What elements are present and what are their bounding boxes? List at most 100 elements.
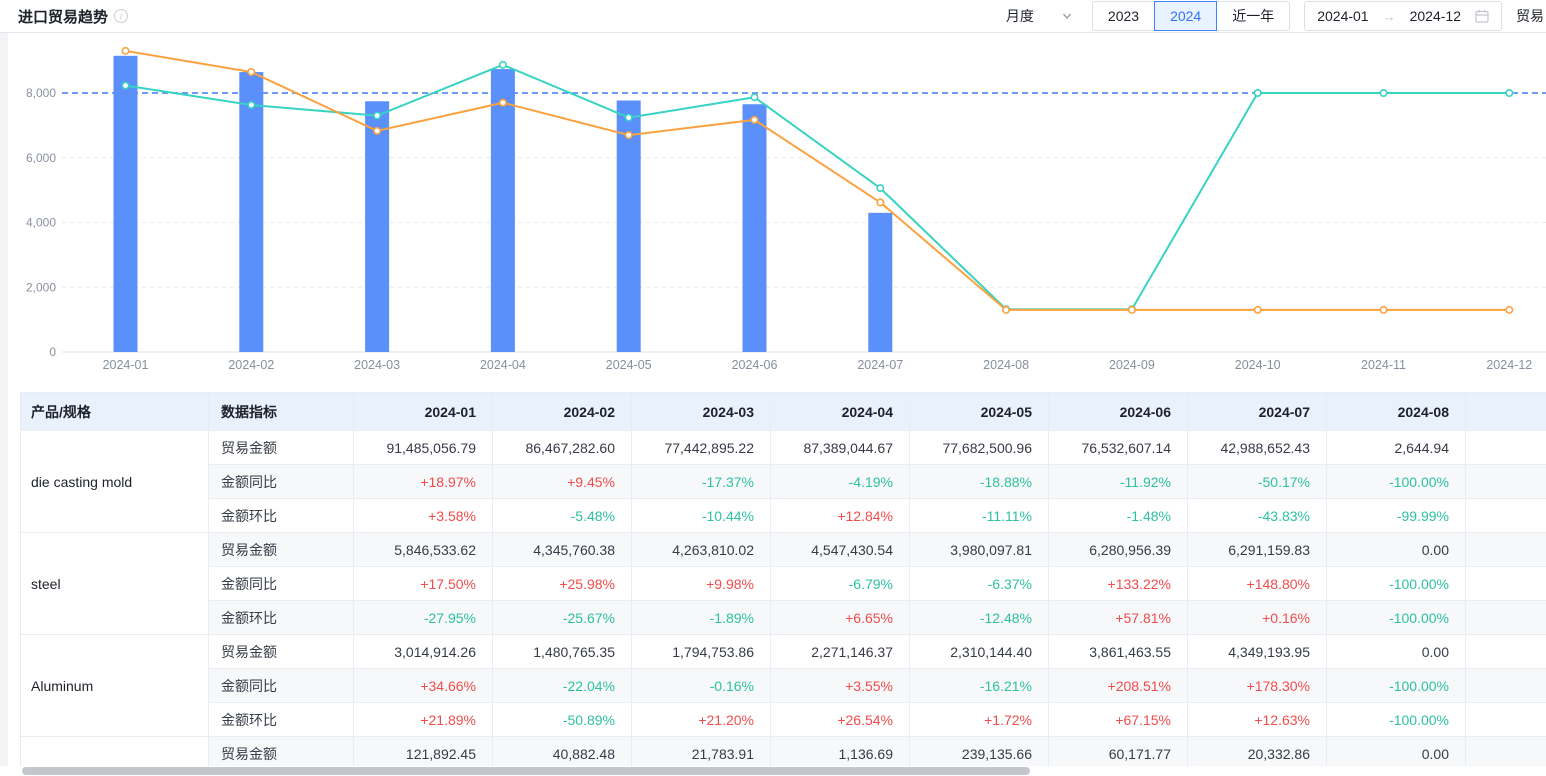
value-cell: +9.98% — [631, 566, 771, 601]
calendar-icon — [1475, 9, 1489, 23]
metric-label-cell: 贸易金额 — [208, 736, 354, 770]
value-cell: 3,861,463.55 — [1048, 634, 1188, 669]
value-cell: 86,467,282.60 — [492, 430, 632, 465]
value-cell: 3,014,914.26 — [353, 634, 493, 669]
value-cell: 0.00 — [1326, 736, 1466, 770]
column-header-数据指标: 数据指标 — [208, 392, 354, 431]
column-header-2024-04: 2024-04 — [770, 392, 910, 431]
line-teal — [124, 63, 1511, 311]
value-cell: -6.37% — [909, 566, 1049, 601]
x-axis-tick-label: 2024-03 — [354, 358, 400, 372]
header-controls: 月度 2023 2024 近一年 2024-01 → 2024-12 贸易 — [1000, 1, 1546, 31]
value-cell: +12.84% — [770, 498, 910, 533]
metric-label-cell: 金额环比 — [208, 702, 354, 737]
chevron-down-icon — [1062, 13, 1071, 20]
value-cell: 4,349,193.95 — [1187, 634, 1327, 669]
column-header-2024-05: 2024-05 — [909, 392, 1049, 431]
value-cell: +148.80% — [1187, 566, 1327, 601]
data-table-wrap: 产品/规格 数据指标 2024-01 2024-02 2024-03 2024-04 202… — [20, 392, 1546, 770]
metric-label-cell: 金额环比 — [208, 600, 354, 635]
value-cell: -5.48% — [492, 498, 632, 533]
value-cell: 2,271,146.37 — [770, 634, 910, 669]
line-orange-marker-2024-10 — [1253, 305, 1262, 314]
value-cell: 91,485,056.79 — [353, 430, 493, 465]
filler-cell — [1465, 464, 1546, 499]
data-table: 产品/规格 数据指标 2024-01 2024-02 2024-03 2024-04 202… — [20, 392, 1546, 770]
recent-year-button[interactable]: 近一年 — [1216, 1, 1291, 31]
table-row: 金额同比 +34.66% -22.04% -0.16% +3.55% -16.21% +20… — [21, 668, 1546, 703]
bar-2024-03 — [365, 101, 390, 352]
top-bar: 进口贸易趋势 i 月度 2023 2024 近一年 2024-01 → 2024… — [0, 0, 1546, 33]
x-axis-tick-label: 2024-09 — [1109, 358, 1155, 372]
value-cell: +133.22% — [1048, 566, 1188, 601]
frequency-select[interactable]: 月度 — [1000, 6, 1078, 26]
x-axis-tick-label: 2024-06 — [732, 358, 778, 372]
value-cell: -1.48% — [1048, 498, 1188, 533]
value-cell: +34.66% — [353, 668, 493, 703]
value-cell: +26.54% — [770, 702, 910, 737]
line-orange — [124, 49, 1511, 311]
value-cell: +17.50% — [353, 566, 493, 601]
line-teal-marker-2024-02 — [247, 100, 256, 109]
arrow-right-icon: → — [1382, 8, 1396, 24]
value-cell: -18.88% — [909, 464, 1049, 499]
product-name-cell: die casting mold — [20, 430, 209, 533]
value-cell: 1,480,765.35 — [492, 634, 632, 669]
info-icon[interactable]: i — [114, 9, 129, 23]
y-axis-tick-label: 4,000 — [26, 216, 56, 230]
x-axis-tick-label: 2024-11 — [1361, 358, 1406, 372]
line-teal-marker-2024-04 — [498, 60, 507, 69]
column-header-2024-03: 2024-03 — [631, 392, 771, 431]
product-name-cell — [20, 736, 209, 770]
value-cell: 121,892.45 — [353, 736, 493, 770]
line-orange-marker-2024-01 — [121, 46, 130, 55]
column-header-2024-02: 2024-02 — [492, 392, 632, 431]
year-2023-button[interactable]: 2023 — [1091, 1, 1156, 31]
horizontal-scrollbar-thumb[interactable] — [22, 767, 1030, 775]
value-cell: +25.98% — [492, 566, 632, 601]
value-cell: 4,345,760.38 — [492, 532, 632, 567]
value-cell: 0.00 — [1326, 634, 1466, 669]
date-range-picker[interactable]: 2024-01 → 2024-12 — [1304, 1, 1502, 31]
value-cell: -50.89% — [492, 702, 632, 737]
value-cell: 0.00 — [1326, 532, 1466, 567]
value-cell: 6,291,159.83 — [1187, 532, 1327, 567]
value-cell: +67.15% — [1048, 702, 1188, 737]
column-header-2024-07: 2024-07 — [1187, 392, 1327, 431]
filler-cell — [1465, 668, 1546, 703]
value-cell: -43.83% — [1187, 498, 1327, 533]
bar-2024-07 — [868, 212, 893, 352]
table-row: 贸易金额 121,892.45 40,882.48 21,783.91 1,136.69… — [20, 736, 1546, 770]
line-teal-marker-2024-03 — [373, 111, 382, 120]
filler-cell — [1465, 532, 1546, 567]
filler-cell — [1465, 702, 1546, 737]
value-cell: -12.48% — [909, 600, 1049, 635]
value-cell: +57.81% — [1048, 600, 1188, 635]
value-cell: -22.04% — [492, 668, 632, 703]
value-cell: 2,644.94 — [1326, 430, 1466, 465]
frequency-select-value: 月度 — [1005, 8, 1034, 24]
line-orange-marker-2024-07 — [876, 198, 885, 207]
bar-2024-04 — [490, 69, 515, 352]
column-header-产品/规格: 产品/规格 — [20, 392, 209, 431]
metric-label-cell: 金额同比 — [208, 668, 354, 703]
line-orange-marker-2024-11 — [1379, 305, 1388, 314]
date-range-start: 2024-01 — [1317, 8, 1369, 24]
year-2024-button[interactable]: 2024 — [1154, 1, 1218, 31]
value-cell: -100.00% — [1326, 566, 1466, 601]
value-cell: 1,136.69 — [770, 736, 910, 770]
value-cell: +3.55% — [770, 668, 910, 703]
table-row: 金额环比 +3.58% -5.48% -10.44% +12.84% -11.11% -1.… — [21, 498, 1546, 533]
x-axis-tick-label: 2024-02 — [228, 358, 274, 372]
value-cell: 40,882.48 — [492, 736, 632, 770]
value-cell: -100.00% — [1326, 600, 1466, 635]
value-cell: -0.16% — [631, 668, 771, 703]
metric-label-cell: 金额同比 — [208, 566, 354, 601]
value-cell: 1,794,753.86 — [631, 634, 771, 669]
x-axis-tick-label: 2024-01 — [103, 358, 149, 372]
table-row: steel 贸易金额 5,846,533.62 4,345,760.38 4,263,8… — [20, 532, 1546, 635]
column-header-2024-08: 2024-08 — [1326, 392, 1466, 431]
value-cell: 76,532,607.14 — [1048, 430, 1188, 465]
value-cell: 3,980,097.81 — [909, 532, 1049, 567]
value-cell: +0.16% — [1187, 600, 1327, 635]
